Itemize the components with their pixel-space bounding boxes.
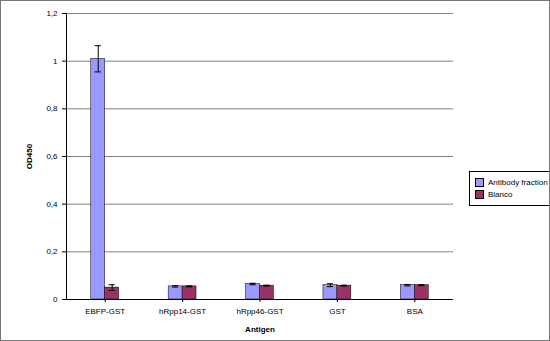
svg-text:GST: GST (329, 307, 346, 316)
svg-text:0,6: 0,6 (46, 152, 58, 161)
svg-text:1: 1 (53, 57, 58, 66)
html-text:Antibody fraction: Antibody fraction (488, 178, 548, 187)
svg-text:0: 0 (53, 295, 58, 304)
html-text:Blanco: Blanco (488, 190, 513, 199)
svg-text:Antigen: Antigen (245, 325, 275, 334)
svg-text:hRpp14-GST: hRpp14-GST (159, 307, 206, 316)
svg-text:0,8: 0,8 (46, 104, 58, 113)
svg-text:0,4: 0,4 (46, 200, 58, 209)
svg-text:EBFP-GST: EBFP-GST (85, 307, 125, 316)
svg-text:BSA: BSA (407, 307, 424, 316)
svg-text:0,2: 0,2 (46, 247, 58, 256)
svg-text:hRpp46-GST: hRpp46-GST (236, 307, 283, 316)
svg-text:OD450: OD450 (25, 143, 34, 169)
svg-text:1,2: 1,2 (46, 9, 58, 18)
